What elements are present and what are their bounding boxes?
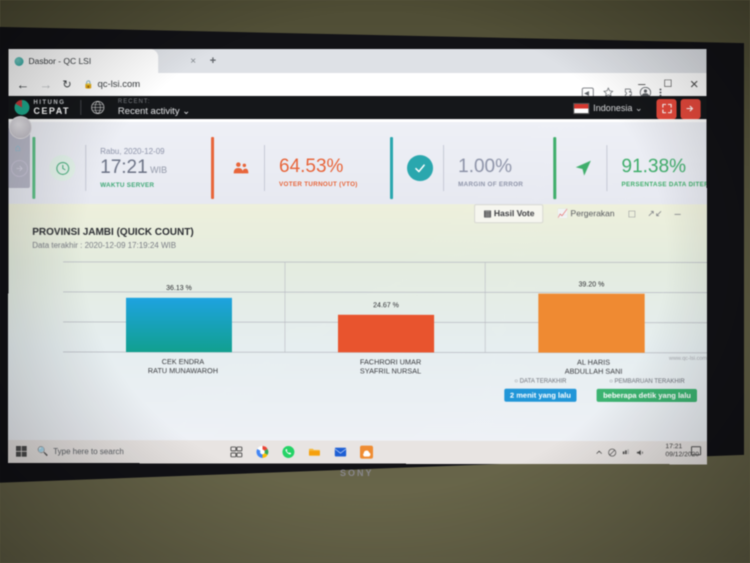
svg-text:24.67 %: 24.67 % [373,302,399,309]
svg-text:39.20 %: 39.20 % [579,281,605,288]
svg-text:36.13 %: 36.13 % [166,285,192,292]
